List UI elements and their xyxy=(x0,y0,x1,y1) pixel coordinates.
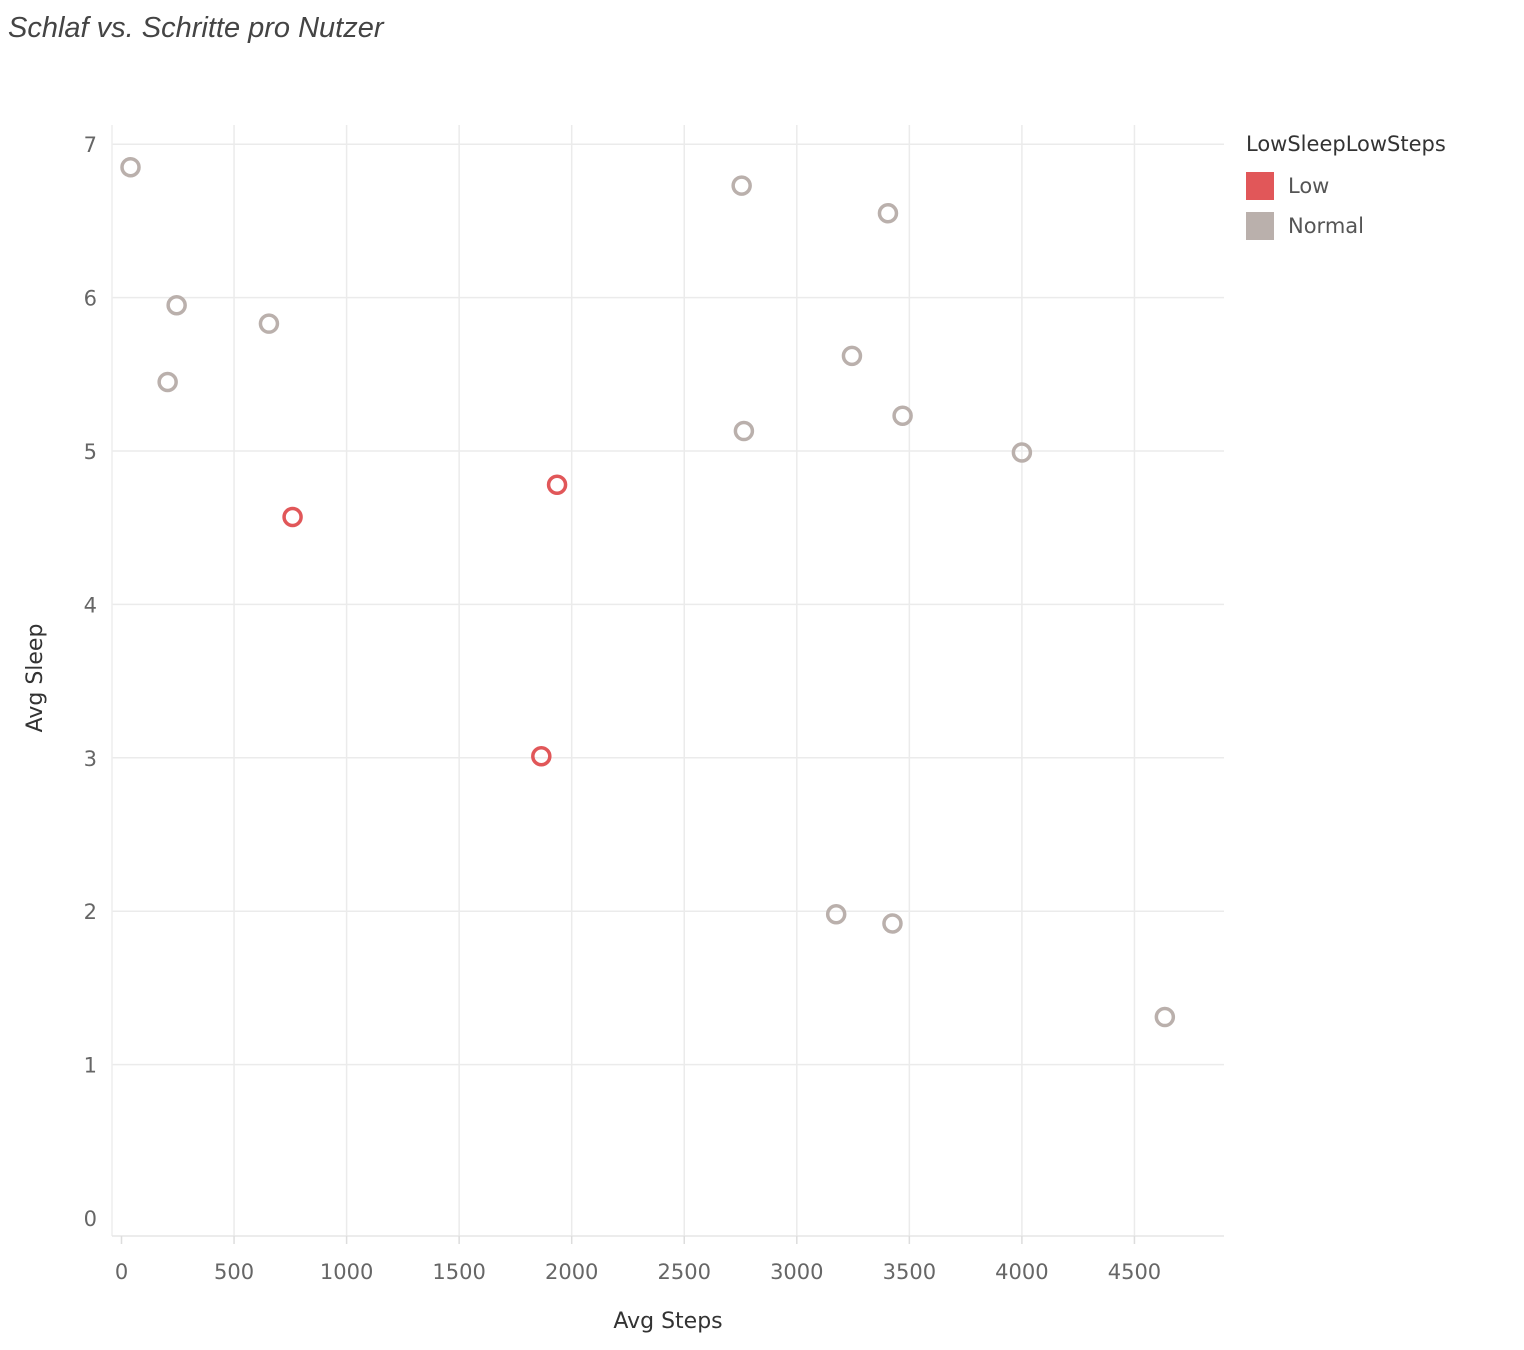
x-axis-ticks: 0 500 1000 1500 2000 2500 3000 3500 4000 4500 xyxy=(115,1236,1161,1284)
point-normal[interactable] xyxy=(825,904,847,925)
x-tick-label: 4000 xyxy=(995,1260,1048,1284)
y-tick-label: 4 xyxy=(84,593,97,617)
x-tick-label: 1500 xyxy=(432,1260,485,1284)
data-points xyxy=(120,156,1176,1028)
point-normal[interactable] xyxy=(258,313,280,334)
grid-lines xyxy=(111,125,1224,1237)
legend-label-normal: Normal xyxy=(1288,214,1364,238)
x-tick-label: 500 xyxy=(214,1260,254,1284)
legend-title: LowSleepLowSteps xyxy=(1246,132,1446,156)
y-tick-label: 1 xyxy=(84,1054,97,1078)
point-normal[interactable] xyxy=(731,175,752,196)
point-normal[interactable] xyxy=(882,913,903,934)
point-normal[interactable] xyxy=(733,420,755,442)
point-normal[interactable] xyxy=(1154,1006,1176,1028)
legend-swatch-normal xyxy=(1246,212,1274,240)
legend-item-low[interactable]: Low xyxy=(1246,166,1446,206)
legend-swatch-low xyxy=(1246,172,1274,200)
x-tick-label: 4500 xyxy=(1108,1260,1161,1284)
y-tick-label: 3 xyxy=(84,747,97,771)
y-tick-label: 7 xyxy=(84,133,97,157)
x-tick-label: 2000 xyxy=(545,1260,598,1284)
y-axis-label: Avg Sleep xyxy=(23,624,48,733)
y-axis-ticks: 0 1 2 3 4 5 6 7 xyxy=(84,133,97,1231)
point-low[interactable] xyxy=(546,474,568,495)
point-low[interactable] xyxy=(531,746,552,767)
legend-label-low: Low xyxy=(1288,174,1330,198)
y-tick-label: 5 xyxy=(84,440,97,464)
y-tick-label: 2 xyxy=(84,900,97,924)
point-normal[interactable] xyxy=(841,345,863,367)
x-tick-label: 3500 xyxy=(883,1260,936,1284)
point-normal[interactable] xyxy=(892,405,913,426)
chart-title: Schlaf vs. Schritte pro Nutzer xyxy=(8,12,384,44)
x-tick-label: 1000 xyxy=(320,1260,373,1284)
legend-item-normal[interactable]: Normal xyxy=(1246,206,1446,246)
x-tick-label: 3000 xyxy=(770,1260,823,1284)
legend: LowSleepLowSteps Low Normal xyxy=(1246,132,1446,246)
y-tick-label: 0 xyxy=(84,1207,97,1231)
y-tick-label: 6 xyxy=(84,287,97,311)
x-axis-label: Avg Steps xyxy=(613,1309,722,1334)
point-normal[interactable] xyxy=(877,202,899,224)
point-normal[interactable] xyxy=(120,156,141,178)
x-tick-label: 2500 xyxy=(658,1260,711,1284)
point-low[interactable] xyxy=(282,506,303,528)
point-normal[interactable] xyxy=(157,371,178,393)
point-normal[interactable] xyxy=(1011,442,1033,463)
point-normal[interactable] xyxy=(166,295,187,316)
x-tick-label: 0 xyxy=(115,1260,128,1284)
